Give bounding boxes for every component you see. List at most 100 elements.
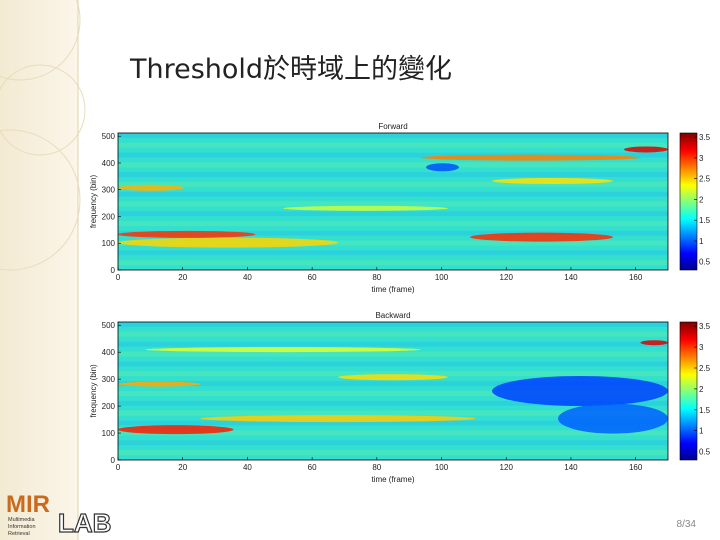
- heatmap-band: [118, 371, 668, 377]
- heatmap-band: [118, 351, 668, 357]
- colorbar-tick-label: 0.5: [699, 258, 711, 267]
- heatmap-band: [118, 420, 668, 426]
- heatmap-band: [118, 391, 668, 396]
- side-decoration: [0, 0, 86, 271]
- heatmap-streak: [200, 415, 476, 423]
- y-tick-label: 0: [111, 456, 116, 465]
- heatmap-band: [118, 230, 668, 236]
- x-tick-label: 60: [308, 463, 317, 472]
- heatmap-band: [118, 331, 668, 337]
- x-tick-label: 20: [178, 463, 187, 472]
- heatmap-band: [118, 250, 668, 256]
- heatmap-band: [118, 172, 668, 178]
- heatmap: [118, 322, 668, 460]
- colorbar-tick-label: 2: [699, 195, 704, 204]
- x-tick-label: 0: [116, 273, 121, 282]
- x-tick-label: 40: [243, 463, 252, 472]
- logo: MIR LAB Multimedia Information Retrieval: [6, 491, 112, 539]
- colorbar-tick-label: 0.5: [699, 448, 711, 457]
- heatmap-streak: [426, 163, 459, 172]
- heatmap-streak: [118, 237, 338, 248]
- x-tick-label: 40: [243, 273, 252, 282]
- heatmap-band: [118, 201, 668, 207]
- y-tick-label: 400: [102, 348, 116, 357]
- heatmap-streak: [492, 376, 668, 406]
- heatmap-streak: [492, 177, 613, 184]
- heatmap: [118, 133, 668, 270]
- heatmap-band: [118, 361, 668, 367]
- heatmap-band: [118, 322, 668, 327]
- heatmap-band: [118, 181, 668, 187]
- x-tick-label: 0: [116, 463, 121, 472]
- x-tick-label: 160: [629, 463, 643, 472]
- heatmap-streak: [420, 154, 641, 161]
- y-tick-label: 300: [102, 375, 116, 384]
- heatmap-band: [118, 191, 668, 197]
- heatmap-band: [118, 260, 668, 266]
- x-axis-label: time (frame): [371, 475, 414, 484]
- plot-frame: [117, 321, 669, 461]
- y-tick-label: 200: [102, 402, 116, 411]
- logo-mark: MIR: [6, 491, 50, 518]
- heatmap-band: [118, 240, 668, 246]
- heatmap-band: [118, 152, 668, 158]
- x-tick-label: 100: [435, 463, 449, 472]
- y-tick-label: 100: [102, 429, 116, 438]
- heatmap-band: [118, 400, 668, 406]
- heatmap-streak: [118, 230, 256, 238]
- heatmap-streak: [118, 425, 234, 435]
- logo-line: Multimedia: [8, 517, 36, 523]
- x-tick-label: 120: [500, 273, 514, 282]
- heatmap-band: [118, 430, 668, 436]
- colorbar-tick-label: 3: [699, 343, 704, 352]
- y-tick-label: 500: [102, 321, 116, 330]
- y-tick-label: 300: [102, 186, 116, 195]
- x-tick-label: 100: [435, 273, 449, 282]
- heatmap-streak: [470, 232, 613, 242]
- heatmap-streak: [558, 403, 668, 434]
- x-axis-label: time (frame): [371, 285, 414, 294]
- colorbar-tick-label: 2.5: [699, 364, 711, 373]
- chart-title: Forward: [378, 122, 407, 131]
- x-tick-label: 140: [564, 463, 578, 472]
- heatmap-streak: [338, 374, 448, 381]
- colorbar-tick-label: 1.5: [699, 406, 711, 415]
- x-tick-label: 20: [178, 273, 187, 282]
- heatmap-band: [118, 142, 668, 148]
- slide-title: Threshold於時域上的變化: [129, 54, 452, 85]
- colorbar-tick-label: 1: [699, 237, 704, 246]
- logo-line: Information: [8, 524, 36, 530]
- heatmap-streak: [118, 381, 201, 387]
- page-number: 8/34: [677, 519, 697, 530]
- heatmap-streak: [118, 184, 184, 191]
- y-tick-label: 0: [111, 266, 116, 275]
- y-axis-label: frequency (bin): [89, 364, 98, 418]
- y-tick-label: 400: [102, 159, 116, 168]
- logo-lab: LAB: [58, 508, 111, 538]
- heatmap-band: [118, 381, 668, 387]
- heatmap-streak: [624, 146, 668, 153]
- heatmap-streak: [640, 340, 668, 346]
- heatmap-band: [118, 133, 668, 138]
- colorbar-tick-label: 2.5: [699, 175, 711, 184]
- x-tick-label: 140: [564, 273, 578, 282]
- colorbar-tick-label: 3.5: [699, 133, 711, 142]
- heatmap-streak: [283, 205, 448, 211]
- plot-frame: [117, 132, 669, 271]
- chart-title: Backward: [375, 311, 410, 320]
- chart: Backward time (frame) frequency (bin) 0 20 40…: [89, 311, 711, 484]
- colorbar-tick-label: 3.5: [699, 322, 711, 331]
- x-tick-label: 60: [308, 273, 317, 282]
- colorbar: [679, 132, 698, 271]
- colorbar: [679, 321, 698, 461]
- y-tick-label: 200: [102, 212, 116, 221]
- y-tick-label: 500: [102, 132, 116, 141]
- colorbar-tick-label: 3: [699, 154, 704, 163]
- heatmap-band: [118, 211, 668, 217]
- colorbar-tick-label: 1.5: [699, 216, 711, 225]
- y-tick-label: 100: [102, 239, 116, 248]
- heatmap-band: [118, 440, 668, 446]
- x-tick-label: 160: [629, 273, 643, 282]
- logo-line: Retrieval: [8, 531, 30, 537]
